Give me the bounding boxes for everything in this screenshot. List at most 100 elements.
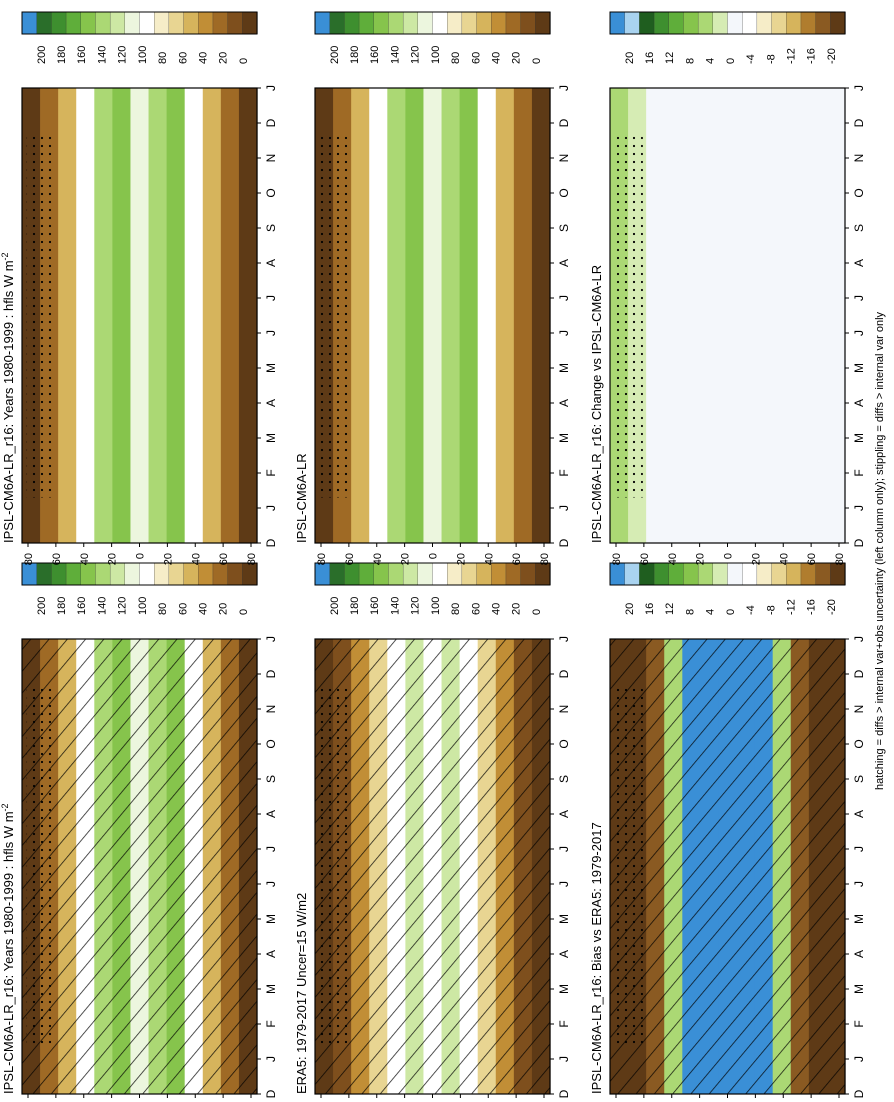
colorbar-swatch [697, 562, 714, 586]
colorbar-swatch [830, 562, 846, 586]
x-tick-label: D [852, 118, 866, 127]
y-tick-label: 60 [344, 553, 356, 565]
colorbar-swatch [344, 11, 360, 35]
y-tick-label: 60 [511, 553, 523, 565]
colorbar-label: -20 [826, 48, 838, 64]
colorbar-swatch [742, 562, 758, 586]
panel-obs: DJFMAMJJASONDJ80604020020406080ERA5: 197… [294, 562, 571, 1098]
colorbar-swatch [712, 562, 729, 586]
x-tick-label: A [852, 399, 866, 407]
field-band [130, 88, 150, 543]
panel-bias: DJFMAMJJASONDJ80604020020406080IPSL-CM6A… [589, 562, 866, 1098]
stippling [614, 684, 643, 1049]
colorbar-swatch [36, 562, 53, 586]
y-tick-label: 40 [190, 553, 202, 565]
colorbar-swatch [830, 11, 846, 35]
field-band [184, 88, 204, 543]
x-tick-label: J [264, 1056, 278, 1062]
x-tick-label: D [852, 1089, 866, 1098]
colorbar-swatch [358, 562, 375, 586]
x-tick-label: M [852, 433, 866, 443]
colorbar-swatch [683, 562, 699, 586]
colorbar-swatch [65, 11, 82, 35]
colorbar-label: 16 [644, 52, 656, 64]
field-band [790, 88, 810, 543]
colorbar-label: 140 [96, 597, 108, 615]
x-tick-label: S [557, 224, 571, 232]
x-tick-label: J [557, 1056, 571, 1062]
panel-title: IPSL-CM6A-LR_r16: Bias vs ERA5: 1979-201… [589, 822, 604, 1094]
colorbar-swatch [491, 562, 507, 586]
x-tick-label: M [264, 363, 278, 373]
colorbar-frame [21, 11, 258, 35]
y-tick-label: 20 [750, 553, 762, 565]
field-band [682, 88, 701, 543]
colorbar-label: 100 [137, 597, 149, 615]
colorbar-swatch [139, 562, 155, 586]
x-tick-label: F [557, 469, 571, 476]
x-tick-label: O [264, 739, 278, 748]
x-tick-label: J [557, 636, 571, 642]
colorbar-swatch [95, 562, 111, 586]
field-band [405, 88, 425, 543]
y-tick-label: 40 [372, 553, 384, 565]
field-band [664, 88, 683, 543]
y-tick-label: 80 [611, 553, 623, 565]
colorbar-swatch [432, 11, 448, 35]
colorbar-label: 0 [238, 58, 250, 64]
colorbar-label: 120 [117, 46, 129, 64]
x-tick-label: D [264, 1089, 278, 1098]
colorbar-label: 40 [490, 52, 502, 64]
colorbar-swatch [373, 11, 390, 35]
x-tick-label: J [557, 330, 571, 336]
colorbar-label: -4 [745, 605, 757, 615]
colorbar-swatch [461, 562, 478, 586]
colorbar-swatch [815, 11, 831, 35]
colorbar-label: 80 [157, 603, 169, 615]
colorbar-swatch [712, 11, 729, 35]
colorbar-label: 160 [76, 597, 88, 615]
field-band [826, 88, 846, 543]
colorbar-label: 0 [531, 58, 543, 64]
hatching [315, 639, 550, 1094]
x-tick-label: D [557, 1089, 571, 1098]
panel-model-left: DJFMAMJJASONDJ80604020020406080IPSL-CM6A… [0, 562, 278, 1098]
field-band [754, 88, 774, 543]
colorbar-swatch [668, 562, 685, 586]
colorbar-label: 60 [470, 52, 482, 64]
x-tick-label: J [264, 85, 278, 91]
colorbar-swatch [476, 11, 492, 35]
colorbar-label: 140 [389, 46, 401, 64]
x-tick-label: S [264, 775, 278, 783]
x-tick-label: J [852, 1056, 866, 1062]
x-tick-label: N [852, 705, 866, 714]
colorbar-swatch [36, 11, 53, 35]
field-band [202, 88, 222, 543]
colorbar: 20 16 12 8 4 0 -4 -8 -12 -16 -20 [609, 11, 846, 64]
x-tick-label: N [557, 154, 571, 163]
colorbar-swatch [624, 562, 641, 586]
colorbar-label: 120 [117, 597, 129, 615]
field-band [387, 88, 406, 543]
colorbar-label: 80 [450, 52, 462, 64]
colorbar-label: -16 [806, 48, 818, 64]
field-band [423, 88, 443, 543]
x-tick-label: A [264, 950, 278, 958]
field-band [166, 88, 186, 543]
colorbar-label: 140 [389, 597, 401, 615]
colorbar-label: 8 [684, 58, 696, 64]
y-tick-label: 40 [483, 553, 495, 565]
x-tick-label: J [264, 295, 278, 301]
x-tick-label: J [264, 846, 278, 852]
colorbar-swatch [80, 11, 97, 35]
x-tick-label: A [557, 259, 571, 267]
colorbar-label: 20 [218, 603, 230, 615]
field-band [808, 88, 828, 543]
x-tick-label: A [264, 810, 278, 818]
colorbar-label: 100 [137, 46, 149, 64]
x-tick-label: D [852, 538, 866, 547]
colorbar-label: 4 [705, 58, 717, 64]
x-tick-label: A [557, 399, 571, 407]
